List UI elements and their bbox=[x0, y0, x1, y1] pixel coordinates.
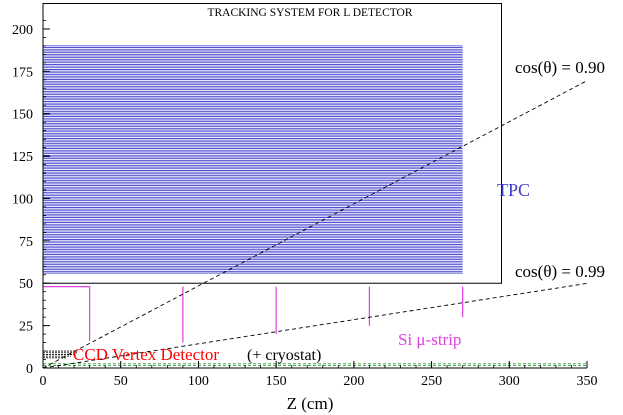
series-line bbox=[42, 80, 588, 369]
cos-theta-lines bbox=[42, 80, 588, 369]
y-tick-label: 50 bbox=[19, 277, 33, 292]
x-tick-label: 100 bbox=[188, 374, 209, 389]
inner-layers bbox=[43, 363, 587, 366]
x-axis-label: Z (cm) bbox=[287, 394, 334, 413]
chart-title: TRACKING SYSTEM FOR L DETECTOR bbox=[207, 7, 412, 19]
y-tick-label: 125 bbox=[12, 150, 33, 165]
series-line bbox=[42, 282, 588, 369]
y-tick-label: 0 bbox=[26, 362, 33, 377]
x-tick-label: 200 bbox=[343, 374, 364, 389]
series-label-0.99: cos(θ) = 0.99 bbox=[515, 262, 605, 281]
y-tick-label: 200 bbox=[12, 23, 33, 38]
ccd-note: (+ cryostat) bbox=[247, 347, 321, 364]
y-tick-label: 150 bbox=[12, 108, 33, 123]
x-tick-label: 50 bbox=[114, 374, 128, 389]
x-tick-label: 150 bbox=[266, 374, 287, 389]
axes: 0 50 100 150 200 250 300 350 0 25 50 75 100 125 150 175… bbox=[12, 12, 598, 389]
tpc-layers bbox=[43, 45, 463, 274]
tpc-label: TPC bbox=[497, 180, 530, 200]
y-tick-label: 175 bbox=[12, 65, 33, 80]
si-strip-label: Si μ-strip bbox=[398, 330, 461, 349]
si-strip-detector bbox=[43, 286, 464, 343]
ccd-label: CCD Vertex Detector bbox=[73, 345, 219, 364]
y-tick-label: 75 bbox=[19, 235, 33, 250]
y-tick-label: 25 bbox=[19, 320, 33, 335]
x-tick-label: 300 bbox=[499, 374, 520, 389]
x-tick-label: 350 bbox=[577, 374, 598, 389]
x-tick-label: 0 bbox=[40, 374, 47, 389]
series-label-0.90: cos(θ) = 0.90 bbox=[515, 58, 605, 77]
y-tick-label: 100 bbox=[12, 192, 33, 207]
x-tick-label: 250 bbox=[421, 374, 442, 389]
